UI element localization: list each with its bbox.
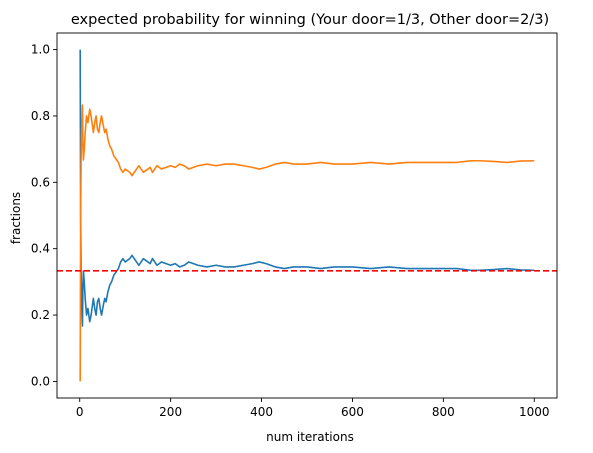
- chart-title: expected probability for winning (Your d…: [71, 12, 549, 28]
- series-line-1: [79, 49, 535, 327]
- y-tick-label: 1.0: [31, 43, 50, 57]
- y-axis-ticks: 0.0 0.2 0.4 0.6 0.8 1.0: [31, 43, 57, 388]
- x-tick-label: 200: [159, 405, 182, 419]
- plot-frame: [56, 32, 558, 399]
- x-tick-label: 800: [432, 405, 455, 419]
- y-axis-label: fractions: [9, 192, 23, 244]
- x-tick-label: 1000: [519, 405, 550, 419]
- series-line-2: [79, 104, 535, 382]
- y-tick-label: 0.8: [31, 109, 50, 123]
- y-tick-label: 0.0: [31, 374, 50, 388]
- x-tick-label: 600: [341, 405, 364, 419]
- y-tick-label: 0.4: [31, 242, 50, 256]
- y-tick-label: 0.2: [31, 308, 50, 322]
- plot-area: [56, 32, 558, 399]
- x-tick-label: 0: [76, 405, 84, 419]
- x-axis-label: num iterations: [266, 430, 354, 444]
- y-tick-label: 0.6: [31, 175, 50, 189]
- x-tick-label: 400: [250, 405, 273, 419]
- x-axis-ticks: 0 200 400 600 800 1000: [76, 398, 550, 419]
